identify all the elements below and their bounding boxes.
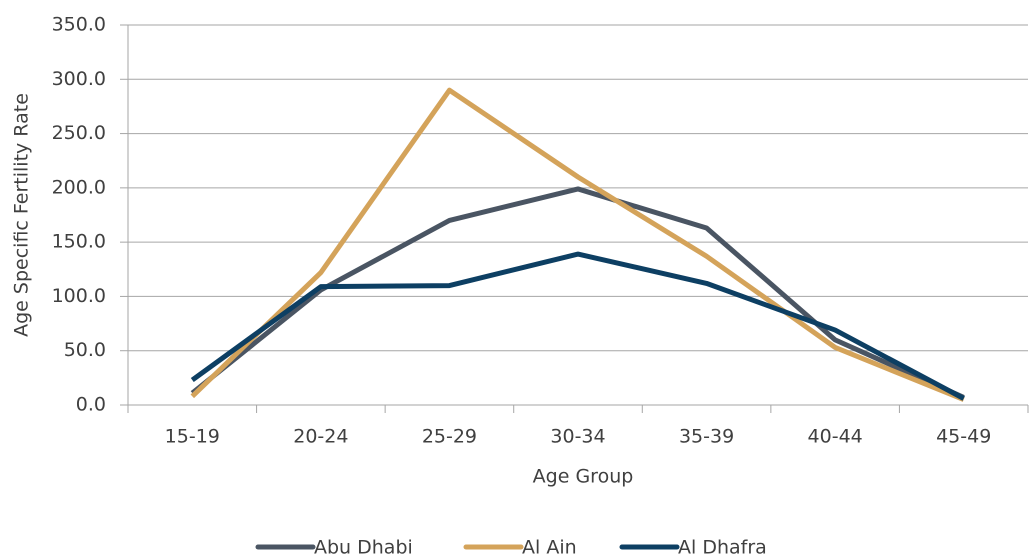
y-axis-title: Age Specific Fertility Rate [11, 93, 33, 337]
x-tick-label: 40-44 [808, 426, 863, 448]
y-tick-label: 300.0 [52, 68, 106, 90]
y-tick-label: 250.0 [52, 122, 106, 144]
y-tick-label: 100.0 [52, 285, 106, 307]
y-tick-label: 50.0 [64, 339, 106, 361]
series-line [190, 186, 965, 400]
series-line [190, 251, 965, 401]
x-tick-label: 35-39 [679, 426, 734, 448]
legend-label: Abu Dhabi [314, 537, 413, 558]
y-tick-label: 350.0 [52, 14, 106, 36]
y-tick-label: 200.0 [52, 176, 106, 198]
series-line [190, 87, 965, 402]
y-tick-label: 0.0 [76, 394, 106, 416]
x-tick-label: 15-19 [165, 426, 220, 448]
x-axis-title: Age Group [533, 466, 634, 488]
legend-label: Al Ain [522, 537, 577, 558]
x-tick-label: 25-29 [422, 426, 477, 448]
x-tick-label: 20-24 [293, 426, 348, 448]
x-tick-label: 45-49 [936, 426, 991, 448]
y-tick-label: 150.0 [52, 231, 106, 253]
x-tick-label: 30-34 [550, 426, 605, 448]
legend-label: Al Dhafra [678, 537, 767, 558]
